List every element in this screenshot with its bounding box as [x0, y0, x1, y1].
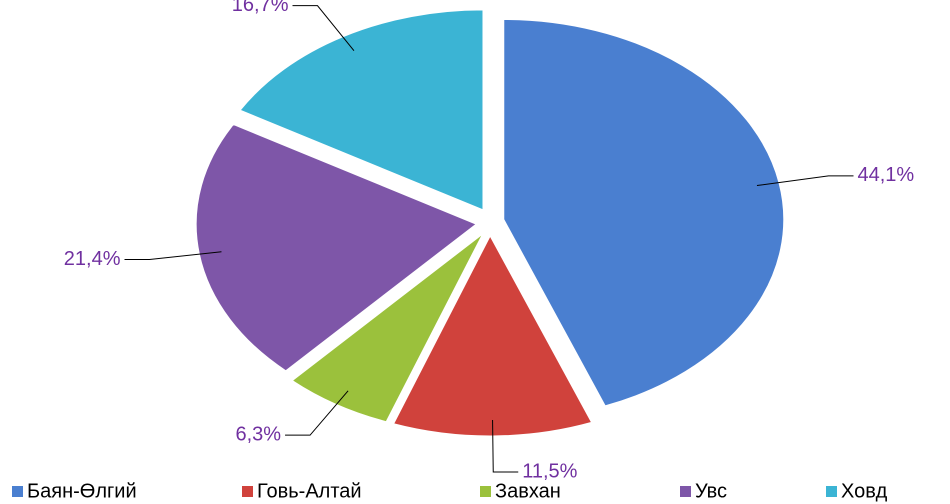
legend-swatch — [480, 486, 491, 497]
leader-line — [492, 419, 519, 473]
legend-label: Завхан — [495, 480, 561, 502]
value-label: 16,7% — [232, 0, 289, 16]
legend-label: Ховд — [841, 480, 888, 502]
leader-line — [124, 251, 222, 261]
leader-line — [285, 390, 349, 436]
legend-swatch — [12, 486, 23, 497]
legend-label: Говь-Алтай — [257, 480, 362, 502]
legend-swatch — [242, 486, 253, 497]
leader-line — [756, 175, 854, 187]
value-label: 11,5% — [522, 460, 577, 482]
value-label: 44,1% — [858, 164, 915, 186]
value-label: 6,3% — [235, 423, 281, 445]
leader-line — [292, 5, 355, 51]
legend-swatch — [826, 486, 837, 497]
legend-label: Увс — [695, 480, 727, 502]
value-label: 21,4% — [64, 248, 121, 270]
legend-swatch — [680, 486, 691, 497]
legend-label: Баян-Өлгий — [27, 480, 137, 502]
